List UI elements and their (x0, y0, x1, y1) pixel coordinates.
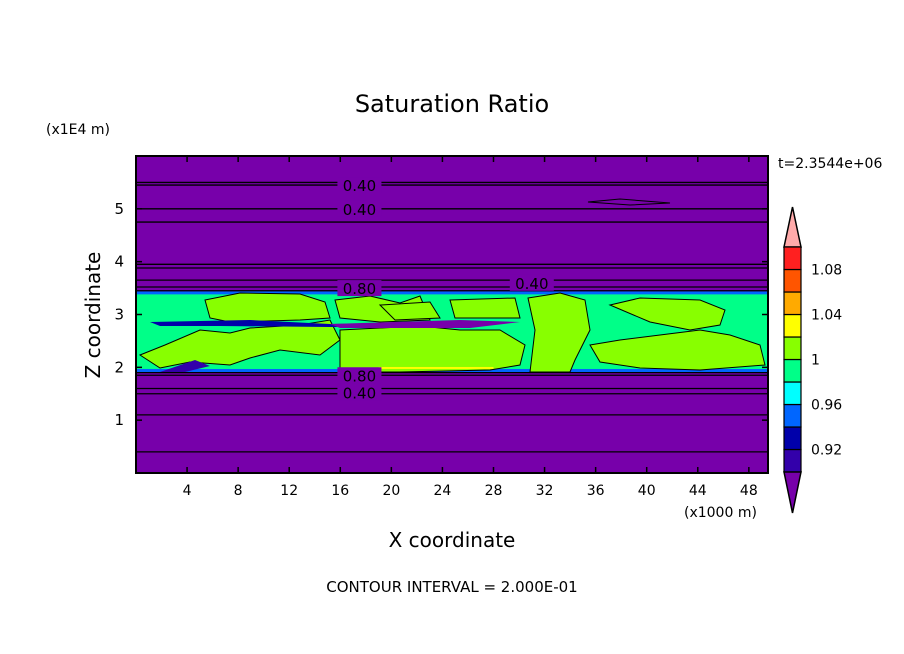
contour-label: 0.40 (343, 385, 376, 403)
y-tick-label: 3 (114, 306, 124, 324)
x-tick-label: 36 (587, 483, 605, 499)
colorbar-swatch (783, 381, 802, 406)
x-tick-label: 20 (382, 483, 400, 499)
x-axis-label: X coordinate (389, 528, 516, 552)
contour-line (587, 198, 671, 206)
contour-label: 0.40 (343, 201, 376, 219)
contour-label-bg (337, 367, 382, 384)
colorbar-tick-label: 1.08 (811, 263, 842, 279)
saturation-region (608, 297, 726, 331)
x-unit-label: (x1000 m) (684, 505, 757, 521)
saturation-region (527, 292, 591, 373)
contour-label: 0.80 (343, 367, 376, 385)
y-tick-label: 4 (114, 253, 124, 271)
colorbar: 0.92 0.96 1 1.04 1.08 (783, 206, 842, 514)
x-tick-label: 24 (434, 483, 452, 499)
x-tick-label: 12 (280, 483, 298, 499)
colorbar-under-triangle (783, 471, 802, 514)
colorbar-swatch (783, 358, 802, 383)
plot-area: 0.400.400.400.800.800.404 8 12 16 20 24 28 32 36… (114, 155, 769, 499)
saturation-region (204, 292, 331, 323)
colorbar-swatch (783, 291, 802, 316)
colorbar-swatch (783, 246, 802, 271)
x-tick-label: 28 (485, 483, 503, 499)
colorbar-tick-label: 0.92 (811, 443, 842, 459)
saturation-region (589, 329, 766, 371)
colorbar-swatch (783, 336, 802, 361)
y-tick-label: 1 (114, 411, 124, 429)
y-axis-label: Z coordinate (81, 252, 105, 379)
saturation-region (378, 301, 441, 321)
contour-label-bg (337, 200, 382, 217)
contour-label-bg (337, 177, 382, 194)
contour-label-bg (337, 280, 382, 297)
y-tick-label: 2 (114, 358, 124, 376)
chart-title: Saturation Ratio (355, 90, 549, 118)
contour-label-bg (509, 274, 554, 291)
x-tick-label: 4 (183, 483, 192, 499)
contour-label: 0.80 (343, 280, 376, 298)
colorbar-swatch (783, 313, 802, 338)
y-unit-label: (x1E4 m) (46, 122, 110, 138)
x-tick-label: 40 (638, 483, 656, 499)
contour-label-bg (337, 384, 382, 401)
time-label: t=2.3544e+06 (778, 156, 882, 172)
colorbar-swatch (783, 403, 802, 428)
colorbar-swatch (783, 268, 802, 293)
dry-streak (330, 320, 520, 328)
colorbar-tick-label: 1 (811, 353, 820, 369)
x-tick-label: 8 (234, 483, 243, 499)
x-tick-label: 48 (740, 483, 758, 499)
contour-label: 0.40 (515, 275, 548, 293)
saturation-region (339, 325, 526, 373)
supersaturated-strip (378, 366, 494, 369)
contour-label: 0.40 (343, 177, 376, 195)
saturation-region (449, 297, 521, 319)
colorbar-tick-label: 0.96 (811, 398, 842, 414)
dry-patch (160, 360, 210, 372)
colorbar-tick-label: 1.04 (811, 308, 842, 324)
y-tick-label: 5 (114, 200, 124, 218)
colorbar-swatch (783, 448, 802, 473)
x-tick-label: 32 (536, 483, 554, 499)
x-tick-label: 44 (689, 483, 707, 499)
x-tick-label: 16 (331, 483, 349, 499)
colorbar-over-triangle (783, 206, 802, 248)
colorbar-swatch (783, 426, 802, 451)
contour-interval-footer: CONTOUR INTERVAL = 2.000E-01 (326, 578, 577, 596)
